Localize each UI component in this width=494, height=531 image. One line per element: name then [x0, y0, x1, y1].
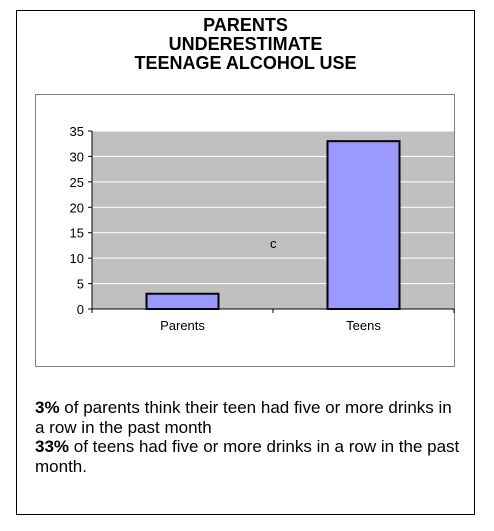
x-tick-label: Parents — [160, 318, 205, 333]
chart-annotation: c — [270, 236, 277, 251]
y-tick-label: 35 — [70, 124, 84, 139]
teens-caption-text: of teens had five or more drinks in a ro… — [35, 437, 460, 476]
y-tick-label: 25 — [70, 175, 84, 190]
y-tick-labels: 0 5 10 15 20 25 30 35 — [70, 124, 84, 317]
teens-percent: 33% — [35, 437, 70, 456]
x-tick-label: Teens — [346, 318, 381, 333]
bar-parents — [145, 292, 220, 311]
y-tick-label: 15 — [70, 226, 84, 241]
chart-title-line-1: PARENTS — [203, 15, 288, 35]
caption: 3% of parents think their teen had five … — [35, 398, 465, 476]
parents-caption-text: of parents think their teen had five or … — [35, 398, 452, 437]
bar-chart: 0 5 10 15 20 25 30 35 Parents Teens c — [70, 124, 455, 333]
bar-teens — [326, 140, 401, 310]
y-tick-label: 10 — [70, 251, 84, 266]
chart-title-line-3: TEENAGE ALCOHOL USE — [134, 53, 357, 73]
x-tick-labels: Parents Teens — [160, 318, 381, 333]
bars — [145, 140, 401, 311]
caption-line-teens: 33% of teens had five or more drinks in … — [35, 437, 465, 476]
chart-title: PARENTS UNDERESTIMATE TEENAGE ALCOHOL US… — [16, 16, 475, 73]
chart-title-line-2: UNDERESTIMATE — [168, 34, 323, 54]
parents-percent: 3% — [35, 398, 60, 417]
y-tick-label: 20 — [70, 200, 84, 215]
y-tick-label: 5 — [77, 277, 84, 292]
y-tick-label: 30 — [70, 149, 84, 164]
axes — [88, 130, 455, 313]
caption-line-parents: 3% of parents think their teen had five … — [35, 398, 465, 437]
y-tick-label: 0 — [77, 302, 84, 317]
